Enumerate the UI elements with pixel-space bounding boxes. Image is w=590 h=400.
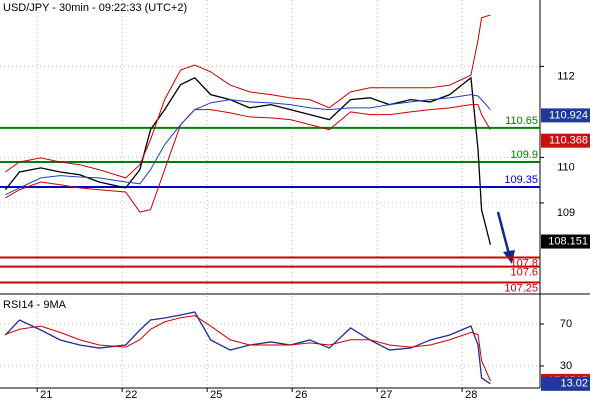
level-label: 110.65 (505, 115, 538, 127)
price-box-label: 108.151 (548, 235, 588, 247)
price-box (541, 376, 590, 391)
arrow-line (496, 211, 512, 259)
chart-title: USD/JPY - 30min - 09:22:33 (UTC+2) (3, 2, 187, 14)
plot-area (4, 14, 492, 245)
series-line (5, 315, 491, 382)
series-line (5, 104, 491, 213)
level-label: 109.35 (504, 174, 538, 186)
price-box-label: 110.924 (549, 109, 588, 121)
y-tick-label: 109 (557, 207, 575, 219)
series-line (5, 94, 491, 196)
level-label: 107.25 (504, 282, 538, 294)
rsi-title: RSI14 - 9MA (3, 299, 67, 311)
price-box (541, 234, 590, 249)
y-tick-label: 112 (557, 70, 575, 82)
x-tick-label: 27 (380, 389, 392, 400)
x-tick-label: 25 (210, 389, 222, 400)
x-tick-label: 26 (295, 389, 307, 400)
plot-area (4, 311, 491, 385)
x-tick-label: 21 (40, 389, 52, 400)
price-box-label: 13.02 (560, 378, 588, 390)
x-tick-label: 22 (125, 389, 137, 400)
y-tick-label: 30 (560, 360, 572, 372)
level-label: 109.9 (510, 149, 538, 161)
price-box-label: 110.368 (549, 135, 588, 147)
level-label: 107.6 (510, 267, 538, 279)
price-box (541, 108, 590, 123)
price-box (541, 133, 590, 148)
y-tick-label: 70 (560, 318, 572, 330)
y-tick-label: 110 (557, 161, 575, 173)
series-line (5, 14, 491, 179)
x-tick-label: 28 (465, 389, 477, 400)
